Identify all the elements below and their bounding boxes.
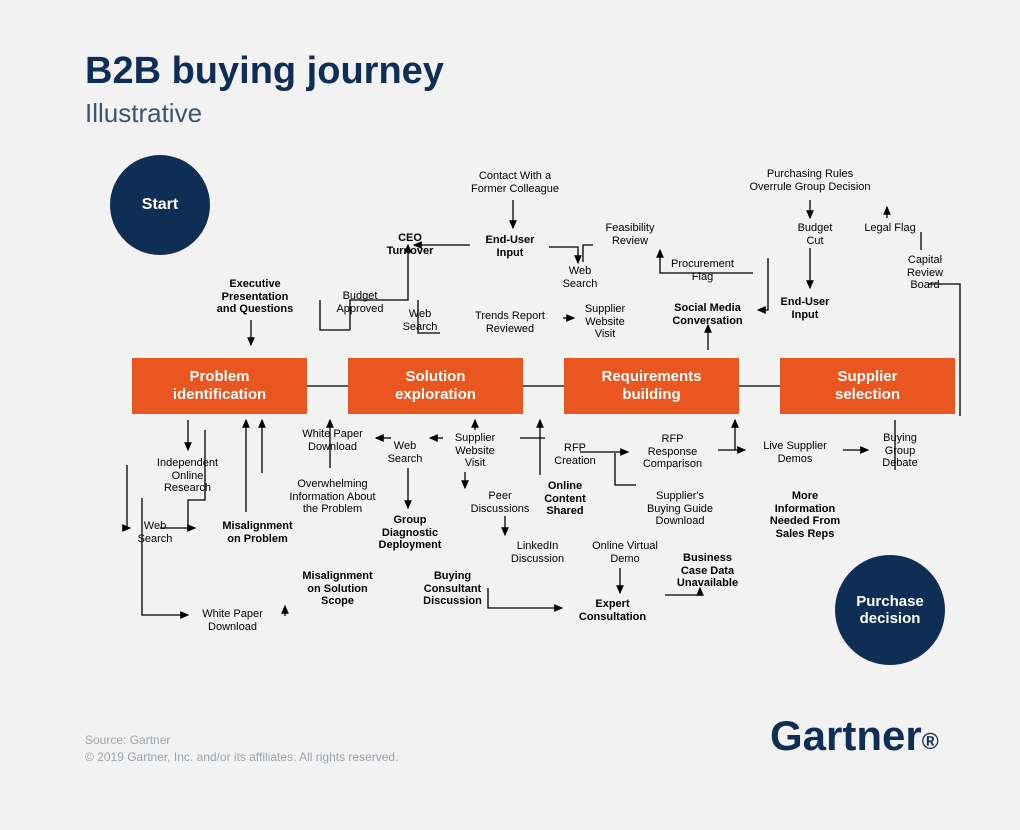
node-supplier-guide: Supplier'sBuying GuideDownload (635, 490, 725, 528)
node-budget-cut: BudgetCut (790, 222, 840, 247)
node-rfp-creation: RFPCreation (545, 442, 605, 467)
node-legal: Legal Flag (855, 222, 925, 235)
node-linkedin: LinkedInDiscussion (500, 540, 575, 565)
node-trends: Trends ReportReviewed (460, 310, 560, 335)
node-buying-consultant: BuyingConsultantDiscussion (410, 570, 495, 608)
footer-source: Source: Gartner (85, 733, 170, 747)
node-supplier-visit2: SupplierWebsiteVisit (445, 432, 505, 470)
node-social: Social MediaConversation (660, 302, 755, 327)
node-biz-case: BusinessCase DataUnavailable (665, 552, 750, 590)
logo-text: Gartner (770, 712, 922, 759)
node-enduser1: End-UserInput (475, 234, 545, 259)
node-contact-colleague: Contact With aFormer Colleague (455, 170, 575, 195)
circle-start: Start (110, 155, 210, 255)
node-virtual-demo: Online VirtualDemo (580, 540, 670, 565)
node-websearch4: WebSearch (130, 520, 180, 545)
stage-solution: Solutionexploration (348, 358, 523, 414)
node-whitepaper-dl: White PaperDownload (290, 428, 375, 453)
node-feasibility: FeasibilityReview (595, 222, 665, 247)
node-expert: ExpertConsultation (565, 598, 660, 623)
node-independent: IndependentOnlineResearch (145, 457, 230, 495)
diagram-canvas: B2B buying journey Illustrative Start Pur… (0, 0, 1020, 830)
node-live-demos: Live SupplierDemos (750, 440, 840, 465)
node-budget-approved: BudgetApproved (325, 290, 395, 315)
node-misalign-problem: Misalignmenton Problem (210, 520, 305, 545)
page-subtitle: Illustrative (85, 98, 202, 129)
node-purchasing-rules: Purchasing RulesOverrule Group Decision (735, 168, 885, 193)
node-group-diag: GroupDiagnosticDeployment (365, 514, 455, 552)
node-websearch3: WebSearch (380, 440, 430, 465)
node-group-debate: BuyingGroupDebate (870, 432, 930, 470)
node-websearch2: WebSearch (555, 265, 605, 290)
node-websearch1: WebSearch (395, 308, 445, 333)
node-peer: PeerDiscussions (460, 490, 540, 515)
node-supplier-visit1: SupplierWebsiteVisit (575, 303, 635, 341)
node-overwhelming: OverwhelmingInformation Aboutthe Problem (275, 478, 390, 516)
circle-purchase: Purchasedecision (835, 555, 945, 665)
node-rfp-compare: RFPResponseComparison (630, 433, 715, 471)
node-exec: ExecutivePresentationand Questions (200, 278, 310, 316)
node-capital: CapitalReviewBoard (895, 254, 955, 292)
page-title: B2B buying journey (85, 50, 444, 93)
node-online-content: OnlineContentShared (530, 480, 600, 518)
node-enduser2: End-UserInput (770, 296, 840, 321)
stage-requirements: Requirementsbuilding (564, 358, 739, 414)
node-more-info: MoreInformationNeeded FromSales Reps (760, 490, 850, 541)
footer-copyright: © 2019 Gartner, Inc. and/or its affiliat… (85, 750, 398, 764)
node-misalign-solution: Misalignmenton SolutionScope (290, 570, 385, 608)
footer: Source: Gartner © 2019 Gartner, Inc. and… (85, 732, 398, 766)
stage-problem: Problemidentification (132, 358, 307, 414)
node-ceo: CEOTurnover (375, 232, 445, 257)
node-procurement: ProcurementFlag (660, 258, 745, 283)
stage-supplier: Supplierselection (780, 358, 955, 414)
node-whitepaper-dl2: White PaperDownload (190, 608, 275, 633)
gartner-logo: Gartner® (770, 712, 939, 760)
